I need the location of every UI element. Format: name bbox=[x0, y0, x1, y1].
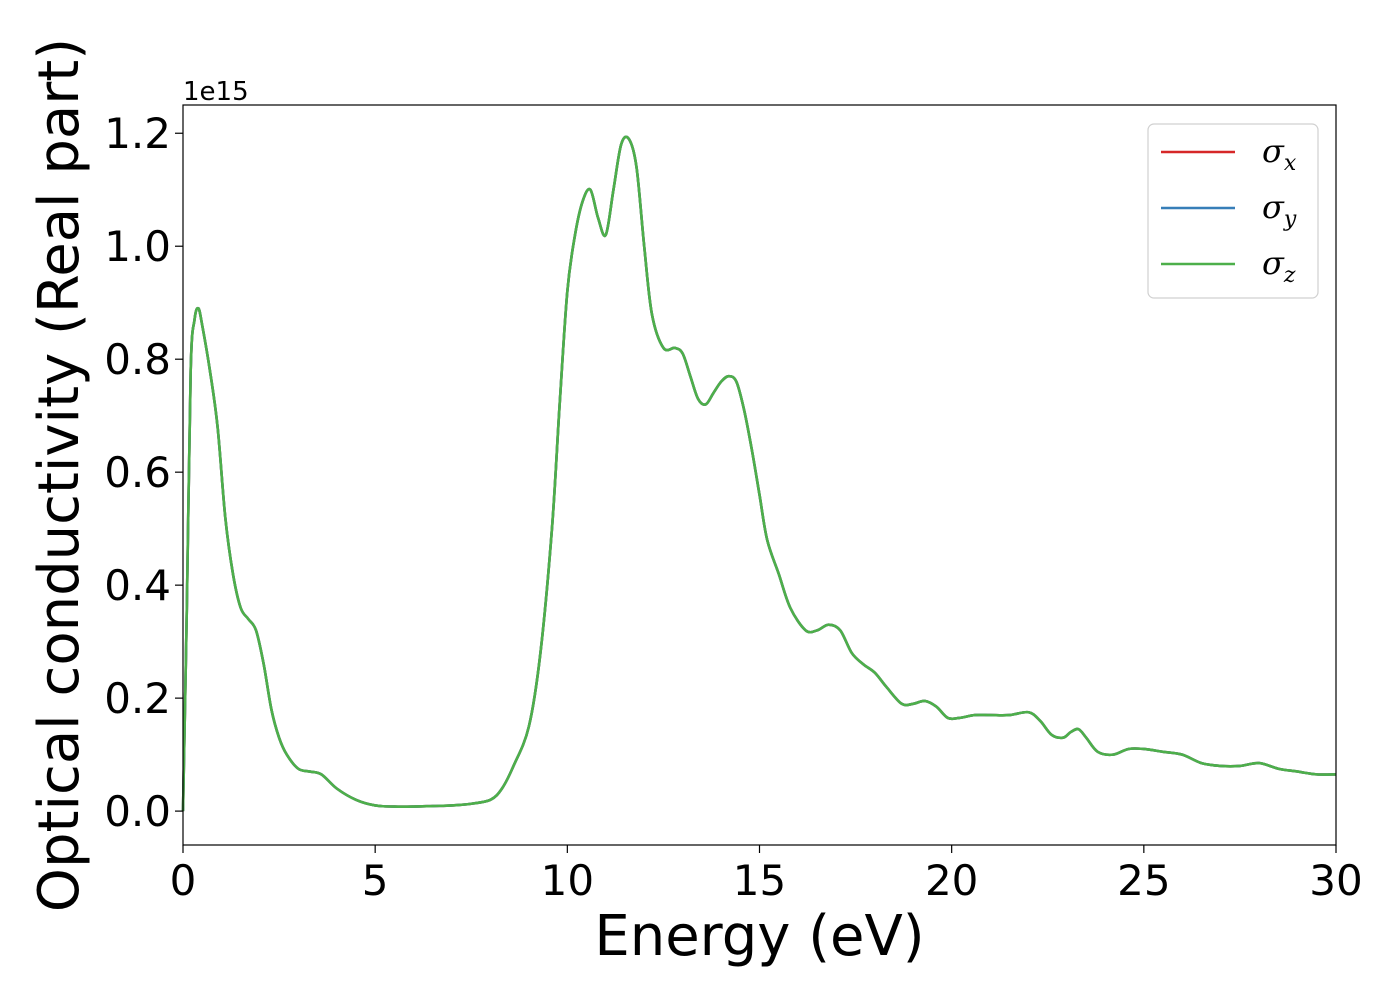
series-group bbox=[181, 135, 1337, 812]
x-tick-label: 0 bbox=[170, 856, 197, 905]
legend-label-y: σy bbox=[1262, 188, 1297, 232]
y-axis-ticks: 0.0 0.2 0.4 0.6 0.8 1.0 1.2 bbox=[104, 109, 183, 836]
legend-box bbox=[1147, 123, 1319, 299]
legend: σx σy σz bbox=[1147, 123, 1319, 299]
y-tick-label: 0.4 bbox=[104, 561, 171, 610]
x-axis-ticks: 0 5 10 15 20 25 30 bbox=[170, 845, 1363, 905]
series-line-z bbox=[181, 135, 1337, 812]
y-tick-label: 0.6 bbox=[104, 448, 171, 497]
y-tick-label: 0.8 bbox=[104, 335, 171, 384]
x-tick-label: 25 bbox=[1117, 856, 1170, 905]
x-axis-title: Energy (eV) bbox=[594, 904, 924, 969]
x-tick-label: 10 bbox=[541, 856, 594, 905]
y-offset-label: 1e15 bbox=[183, 77, 249, 107]
x-tick-label: 30 bbox=[1309, 856, 1362, 905]
x-tick-label: 20 bbox=[925, 856, 978, 905]
y-tick-label: 0.0 bbox=[104, 787, 171, 836]
legend-label-z: σz bbox=[1262, 244, 1296, 288]
y-tick-label: 0.2 bbox=[104, 674, 171, 723]
legend-label-x: σx bbox=[1262, 132, 1297, 176]
y-axis-title: Optical conductivity (Real part) bbox=[27, 38, 92, 912]
y-tick-label: 1.2 bbox=[104, 109, 171, 158]
x-tick-label: 5 bbox=[362, 856, 389, 905]
x-tick-label: 15 bbox=[733, 856, 786, 905]
y-tick-label: 1.0 bbox=[104, 222, 171, 271]
